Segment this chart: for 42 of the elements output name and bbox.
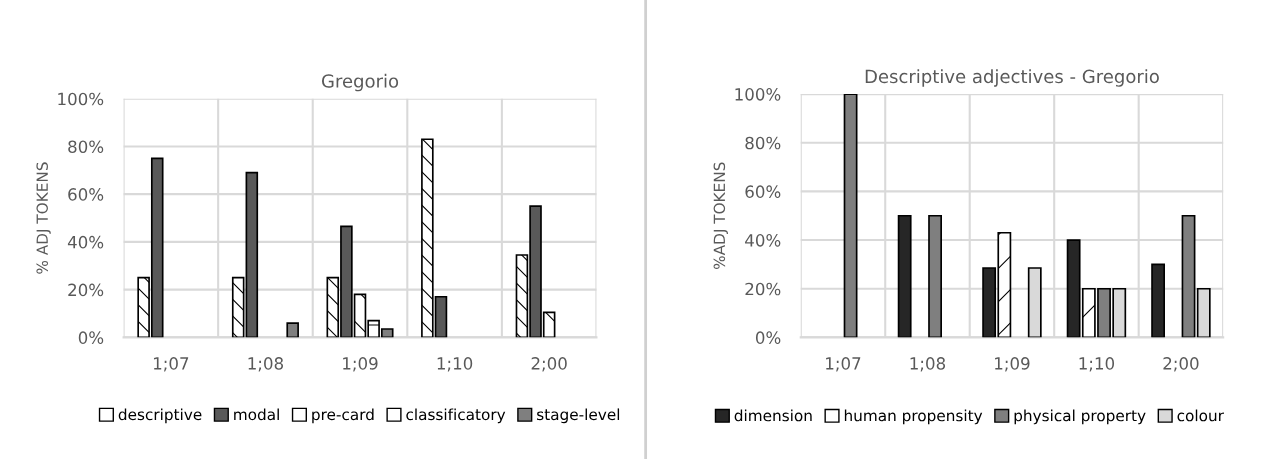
legend-label: dimension bbox=[734, 409, 812, 422]
y-tick-label: 40% bbox=[67, 235, 104, 249]
legend-label: pre-card bbox=[312, 408, 374, 424]
x-tick-label: 1;07 bbox=[153, 357, 189, 372]
x-tick-label: 1;08 bbox=[248, 357, 284, 372]
legend-label: modal bbox=[234, 408, 279, 421]
legend-label: human propensity bbox=[844, 409, 983, 425]
x-tick-label: 1;09 bbox=[995, 357, 1030, 372]
bar bbox=[245, 171, 259, 338]
y-tick-label: 0% bbox=[755, 331, 781, 344]
y-tick-label: 20% bbox=[745, 282, 781, 296]
x-tick-label: 1;10 bbox=[1079, 357, 1115, 372]
legend-label: physical property bbox=[1014, 409, 1146, 425]
x-tick-label: 1;10 bbox=[437, 357, 473, 372]
y-tick-label: 60% bbox=[68, 188, 104, 201]
y-tick-label: 80% bbox=[745, 136, 781, 150]
y-tick-label: 80% bbox=[68, 140, 104, 153]
chart-title: Gregorio bbox=[321, 73, 399, 92]
y-tick-label: 60% bbox=[745, 185, 781, 198]
y-axis-title: %ADJ TOKENS bbox=[713, 162, 728, 270]
x-tick-label: 2;00 bbox=[1163, 357, 1199, 372]
x-tick-label: 1;09 bbox=[343, 357, 378, 372]
x-tick-label: 1;07 bbox=[826, 357, 861, 372]
legend-label: classificatory bbox=[406, 408, 506, 424]
chart-title: Descriptive adjectives - Gregorio bbox=[865, 69, 1159, 87]
y-tick-label: 100% bbox=[735, 88, 781, 101]
bar bbox=[928, 214, 942, 338]
bar bbox=[1181, 214, 1196, 338]
legend-label: colour bbox=[1177, 409, 1224, 422]
y-tick-label: 0% bbox=[78, 331, 104, 344]
bar bbox=[897, 214, 912, 338]
legend-label: stage-level bbox=[537, 408, 620, 424]
y-axis-title: % ADJ TOKENS bbox=[36, 162, 51, 274]
bar bbox=[1151, 263, 1166, 338]
bar bbox=[843, 94, 858, 338]
x-tick-label: 1;08 bbox=[910, 357, 946, 372]
y-tick-label: 100% bbox=[58, 92, 104, 106]
legend-label: descriptive bbox=[118, 408, 202, 424]
x-tick-label: 2;00 bbox=[531, 357, 567, 372]
y-tick-label: 40% bbox=[745, 234, 781, 247]
bar bbox=[286, 322, 299, 338]
y-tick-label: 20% bbox=[68, 283, 104, 297]
